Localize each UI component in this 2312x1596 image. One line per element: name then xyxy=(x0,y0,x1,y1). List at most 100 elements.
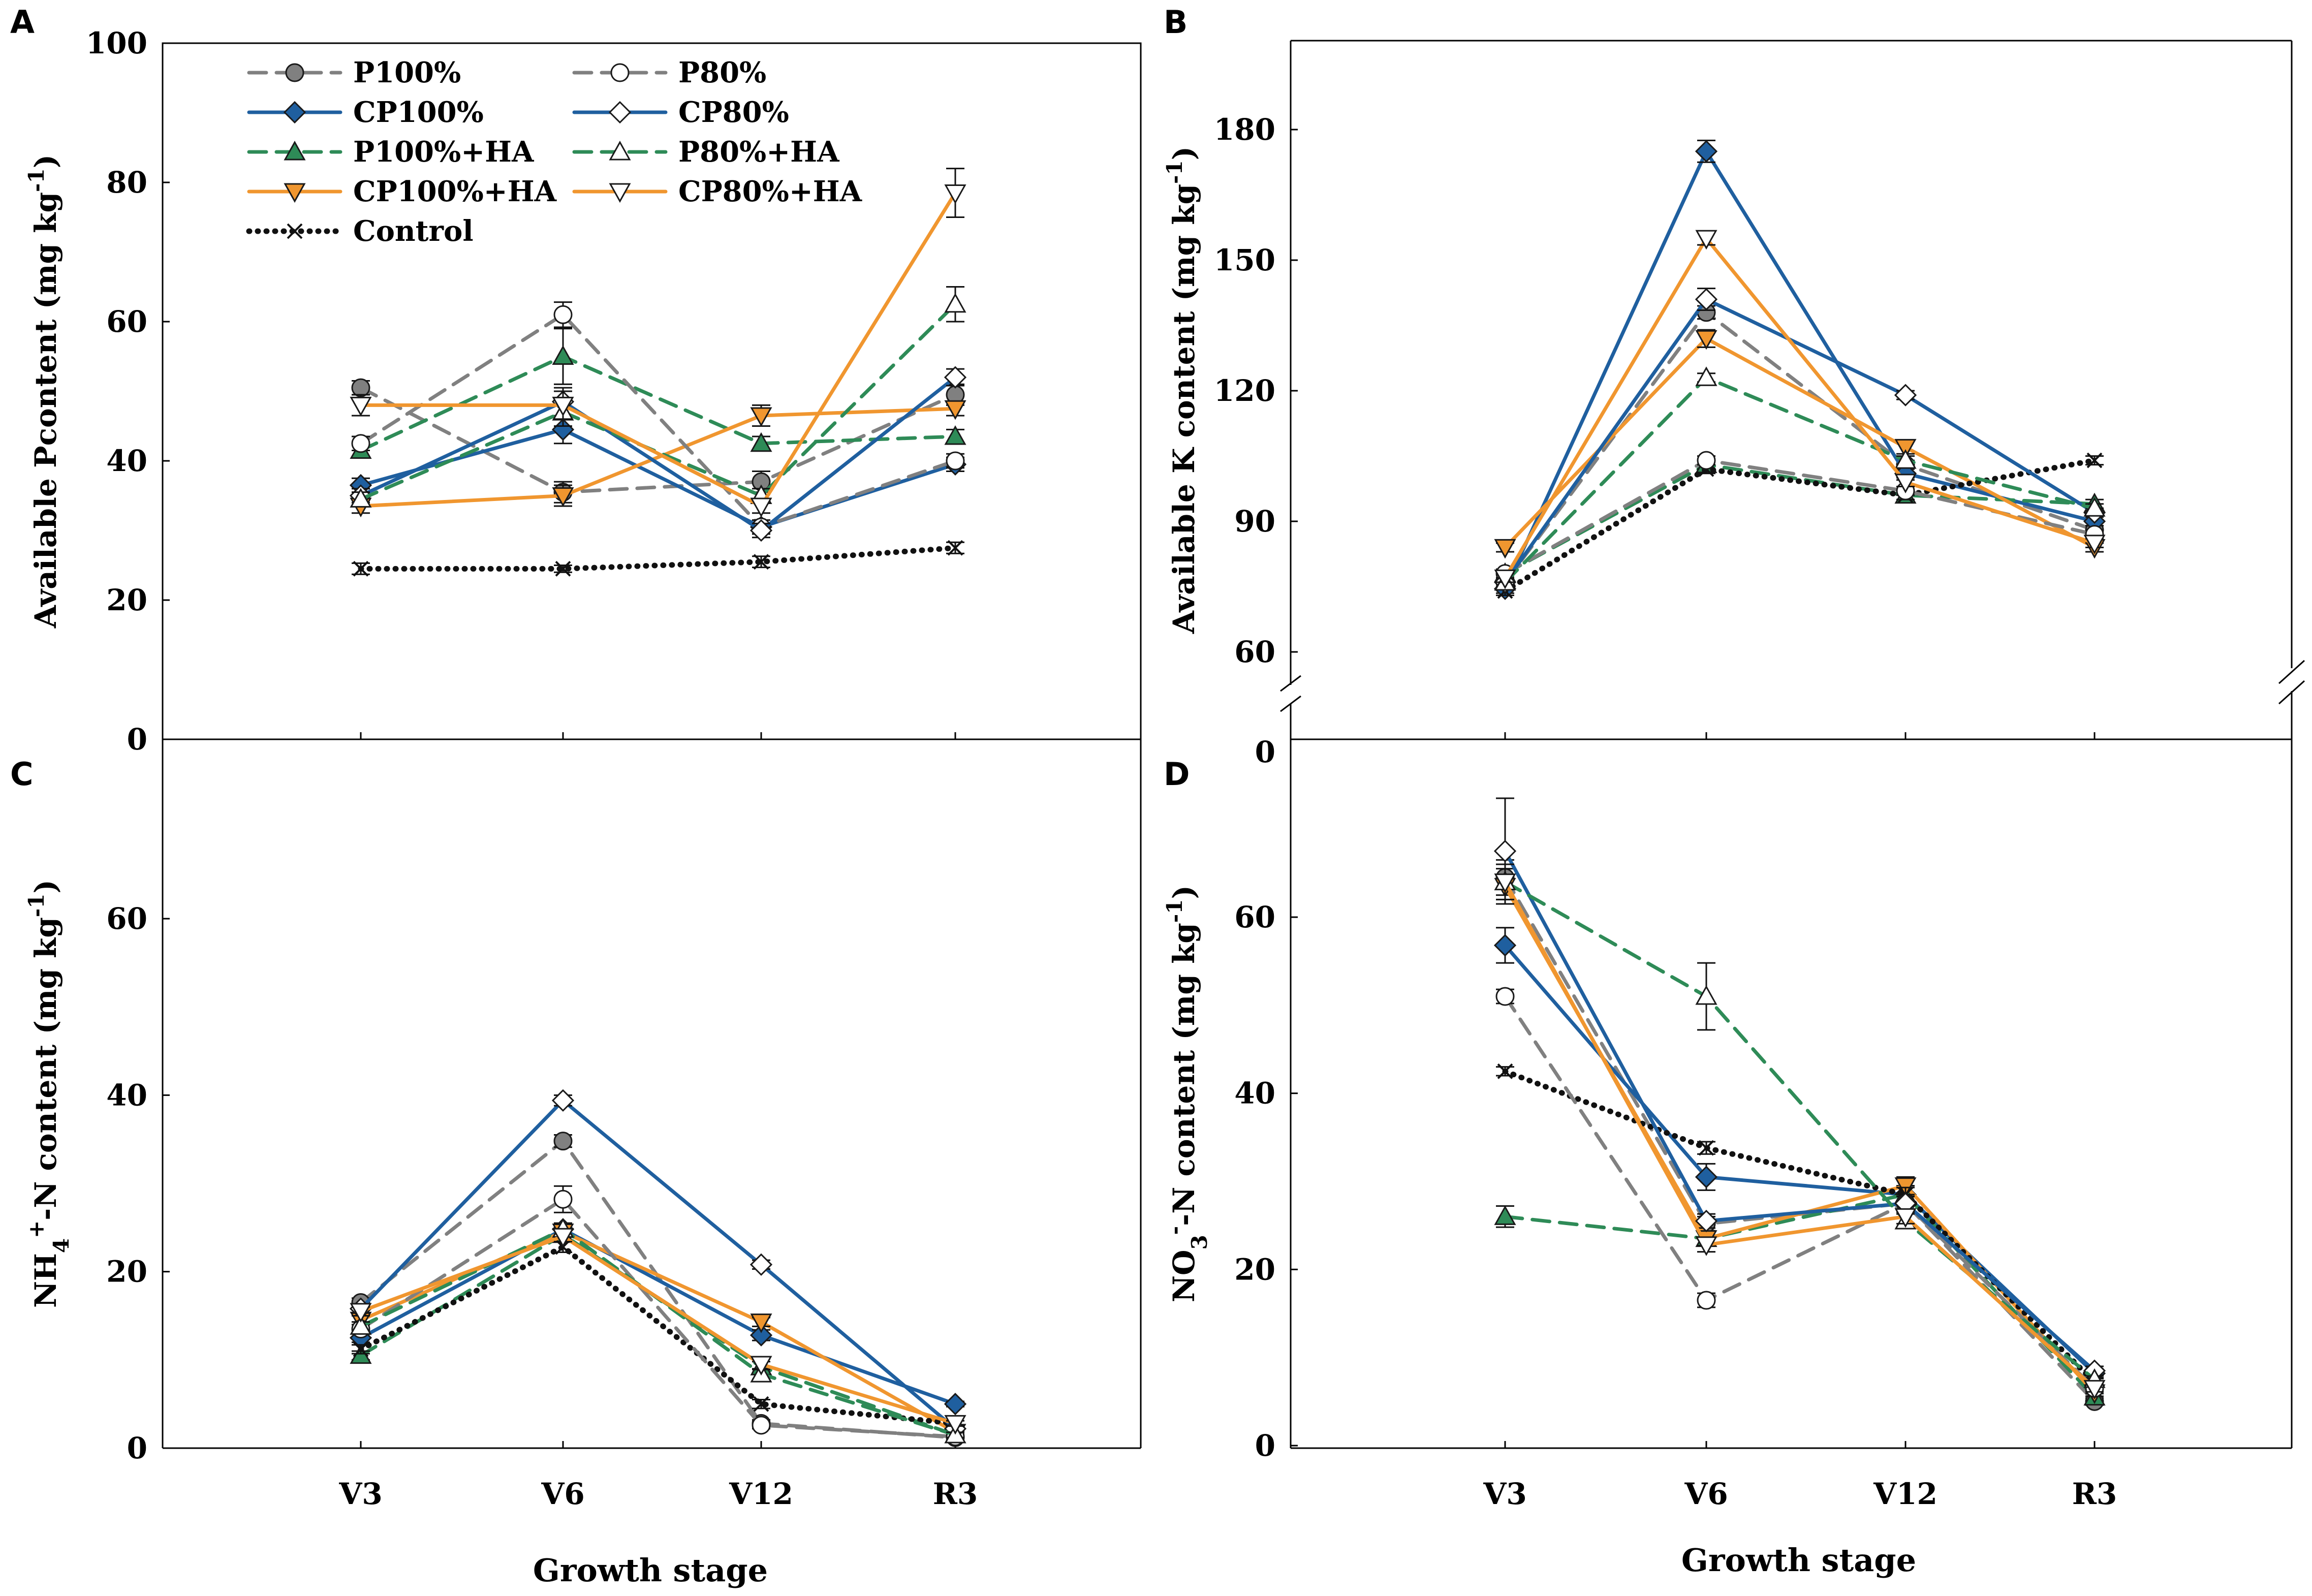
panel-d-point-cp80pct xyxy=(1493,839,1517,863)
panel-c-series xyxy=(349,1089,967,1447)
panel-c-xtick-label: R3 xyxy=(933,1477,978,1511)
panel-c-point-control xyxy=(753,1396,769,1412)
panel-d-ytick-label: 20 xyxy=(1234,1252,1275,1287)
panel-c-y-label-sup: -1 xyxy=(24,893,49,917)
panel-b-series xyxy=(1493,139,2106,600)
panel-b-point-p80pct-plus-ha xyxy=(1695,366,1717,386)
panel-d-point-p80pct xyxy=(1697,1291,1716,1310)
panel-b-y-axis-label: Available K content (mg kg-1) xyxy=(1162,146,1202,634)
legend-label-cp80pct-plus-ha: CP80%+HA xyxy=(678,175,863,208)
panel-d: D 0 20 40 60 0 V3 V6 V12 R3 NO3--N content (mg kg… xyxy=(1162,735,2293,1511)
panel-a-ytick-label: 60 xyxy=(106,304,147,339)
panel-c-xtick-label: V12 xyxy=(729,1477,793,1511)
panel-d-point-cp100pct xyxy=(1493,934,1517,957)
panel-c-line-cp80pct-plus-ha xyxy=(359,1234,957,1425)
panel-a-point-cp80pct xyxy=(749,519,773,542)
legend-label-cp80pct: CP80% xyxy=(678,96,789,129)
panel-c-ytick-label: 40 xyxy=(106,1078,147,1112)
panel-c-letter: C xyxy=(10,756,34,793)
panel-c: C 0 20 40 60 V3 V6 V12 R3 NH4+-N content (mg kg-… xyxy=(10,739,1142,1511)
panel-a-point-p80pct xyxy=(553,305,573,324)
panel-a-y-label-close: ) xyxy=(28,154,63,168)
panel-c-line-p80pct xyxy=(359,1197,957,1438)
panel-d-y-label-supsign: - xyxy=(1162,1226,1187,1235)
legend-label-p100pct: P100% xyxy=(353,56,461,89)
panel-c-point-cp100pct xyxy=(749,1324,773,1347)
legend-label-p80pct: P80% xyxy=(678,56,766,89)
panel-b-point-control xyxy=(2086,452,2103,468)
panel-d-xtick-label: V3 xyxy=(1483,1477,1526,1511)
panel-c-point-p100pct xyxy=(553,1132,573,1151)
panel-a-point-control xyxy=(753,554,769,570)
panel-a-line-p80pct xyxy=(359,312,957,529)
legend-marker-p100pct-plus-ha xyxy=(284,140,306,161)
legend-marker-p80pct xyxy=(610,63,630,82)
panel-a-point-control xyxy=(555,560,571,577)
panel-d-line-p100pct-plus-ha xyxy=(1503,1193,2097,1399)
panel-b-axes: 60 90 120 150 180 Available K content (mg kg-… xyxy=(1162,40,2305,739)
panel-a-series-control xyxy=(352,540,964,577)
panel-b-point-cp80pct-plus-ha xyxy=(1494,569,1516,589)
panel-d-letter: D xyxy=(1164,756,1190,793)
panel-c-point-cp80pct xyxy=(551,1089,575,1112)
panel-d-point-cp80pct-plus-ha xyxy=(1695,1236,1717,1256)
panel-b-series-p80pct-plus-ha xyxy=(1494,366,2106,591)
legend-item-p100pct-plus-ha: P100%+HA xyxy=(247,135,535,169)
legend-item-control: Control xyxy=(246,214,474,248)
panel-c-ytick-label: 60 xyxy=(106,901,147,936)
panel-a-y-label-sup: -1 xyxy=(24,168,49,192)
panel-a-point-p80pct xyxy=(946,451,965,471)
panel-a-frame xyxy=(162,42,1142,740)
panel-a-y-axis-label: Available Pcontent (mg kg-1) xyxy=(24,154,64,629)
legend: P100% CP100% P100%+HA CP100%+HA Control P80% C… xyxy=(246,56,863,248)
panel-d-point-cp80pct-plus-ha xyxy=(1894,1208,1917,1228)
legend-marker-control xyxy=(287,223,303,239)
legend-item-p80pct: P80% xyxy=(572,56,766,89)
panel-a-point-cp100pct-plus-ha xyxy=(944,400,966,420)
legend-marker-cp80pct-plus-ha xyxy=(609,183,631,203)
panel-c-line-p100pct-plus-ha xyxy=(359,1232,957,1437)
panel-a-point-cp80pct xyxy=(944,366,967,389)
panel-a-point-p80pct-plus-ha xyxy=(944,293,966,313)
panel-c-point-control xyxy=(353,1341,369,1357)
panel-c-point-cp80pct-plus-ha xyxy=(350,1303,372,1323)
legend-label-p80pct-plus-ha: P80%+HA xyxy=(678,135,840,169)
panel-c-point-cp80pct xyxy=(749,1253,773,1276)
panel-a-point-p80pct xyxy=(351,434,370,453)
panel-b-y-label-main: Available K content (mg kg xyxy=(1167,184,1201,634)
panel-d-y-label-main: -N content (mg kg xyxy=(1167,923,1201,1226)
panel-a-point-cp100pct-plus-ha xyxy=(750,407,772,427)
legend-marker-cp100pct-plus-ha xyxy=(284,183,306,203)
panel-c-xtick-label: V3 xyxy=(338,1477,382,1511)
panel-a-point-cp80pct-plus-ha xyxy=(552,396,574,417)
panel-a-line-cp80pct-plus-ha xyxy=(359,191,957,509)
panel-b-point-p80pct-plus-ha xyxy=(1894,449,1917,469)
panel-b-ytick-label: 120 xyxy=(1214,373,1275,408)
panel-a-ytick-label: 40 xyxy=(106,444,147,478)
panel-b-line-cp80pct-plus-ha xyxy=(1503,235,2097,580)
panel-b-point-cp80pct-plus-ha xyxy=(1695,230,1717,250)
panel-a-point-control xyxy=(947,540,963,556)
panel-c-point-p80pct xyxy=(752,1416,771,1435)
panel-a-point-cp80pct-plus-ha xyxy=(750,497,772,518)
panel-d-point-cp80pct-plus-ha xyxy=(2083,1380,2106,1400)
legend-label-p100pct-plus-ha: P100%+HA xyxy=(353,135,535,169)
panel-c-point-p80pct xyxy=(553,1190,573,1209)
legend-label-cp100pct: CP100% xyxy=(353,96,484,129)
panel-d-line-cp80pct xyxy=(1503,849,2097,1373)
panel-d-line-p80pct xyxy=(1503,994,2097,1390)
panel-c-axes: 0 20 40 60 V3 V6 V12 R3 NH4+-N content (mg kg-1) xyxy=(24,739,1142,1511)
panel-d-point-cp100pct xyxy=(1695,1166,1718,1188)
panel-d-axes: 0 20 40 60 0 V3 V6 V12 R3 NO3--N content (mg kg-1… xyxy=(1162,735,2293,1511)
panel-b-point-cp100pct xyxy=(1695,140,1718,163)
panel-d-line-p80pct-plus-ha xyxy=(1503,880,2097,1382)
x-axis-label-c: Growth stage xyxy=(533,1552,768,1589)
panel-d-point-control xyxy=(1497,1063,1513,1079)
panel-d-point-p80pct xyxy=(1495,987,1515,1006)
panel-d-point-cp80pct-plus-ha xyxy=(1494,873,1516,893)
panel-d-point-control xyxy=(1698,1140,1714,1156)
panel-c-y-label-close: ) xyxy=(28,880,63,893)
panel-c-y-axis-label: NH4+-N content (mg kg-1) xyxy=(24,880,74,1308)
panel-d-y-label-close: ) xyxy=(1167,885,1201,899)
panel-a-point-p100pct-plus-ha xyxy=(750,432,772,452)
